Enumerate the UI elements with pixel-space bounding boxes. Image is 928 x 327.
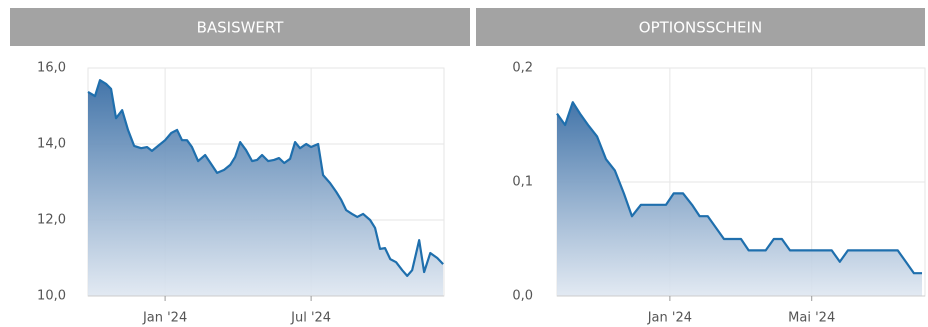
header-bar [10,8,470,46]
line [556,101,923,275]
header-title: OPTIONSSCHEIN [639,19,762,37]
header-title: BASISWERT [197,19,285,37]
area-fill [557,102,923,296]
y-tick-label: 16,0 [37,61,66,76]
y-tick-label: 0,2 [512,61,533,76]
x-tick-label: Jan '24 [647,311,692,326]
x-tick-label: Mai '24 [788,311,835,326]
y-tick-label: 12,0 [37,213,66,228]
header-bar [476,8,925,46]
y-tick-label: 14,0 [37,137,66,152]
line [87,79,444,277]
y-tick-label: 10,0 [37,289,66,304]
y-tick-label: 0,0 [512,289,533,304]
x-tick-label: Jul '24 [290,311,331,326]
area-fill [88,80,444,296]
y-tick-label: 0,1 [512,175,533,190]
x-tick-label: Jan '24 [142,311,187,326]
